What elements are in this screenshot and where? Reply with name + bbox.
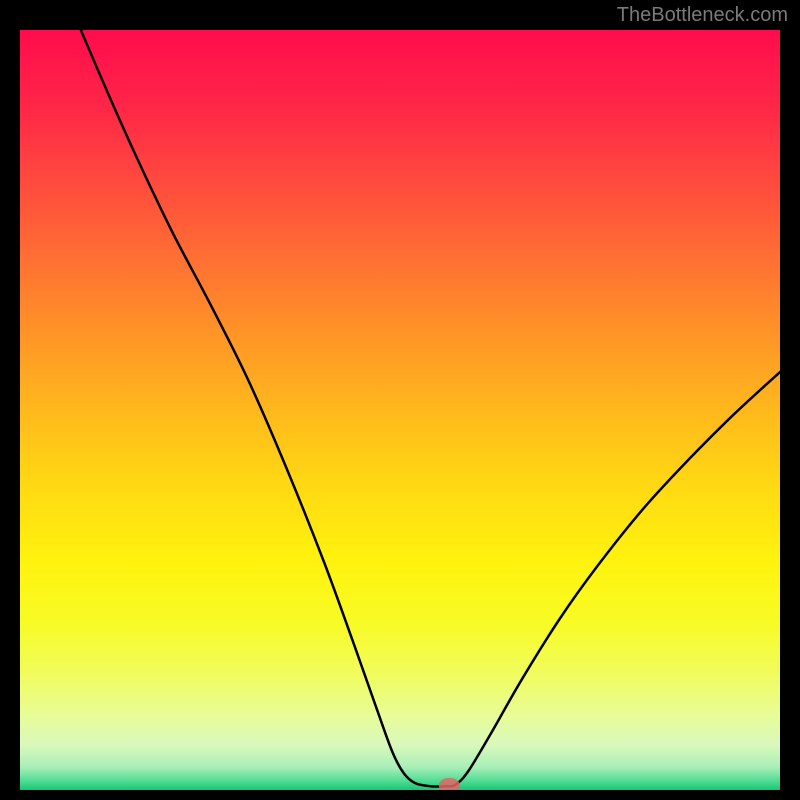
chart-frame: TheBottleneck.com xyxy=(0,0,800,800)
bottleneck-chart xyxy=(20,30,780,790)
chart-background xyxy=(20,30,780,790)
chart-svg xyxy=(20,30,780,790)
watermark-text: TheBottleneck.com xyxy=(617,4,788,27)
